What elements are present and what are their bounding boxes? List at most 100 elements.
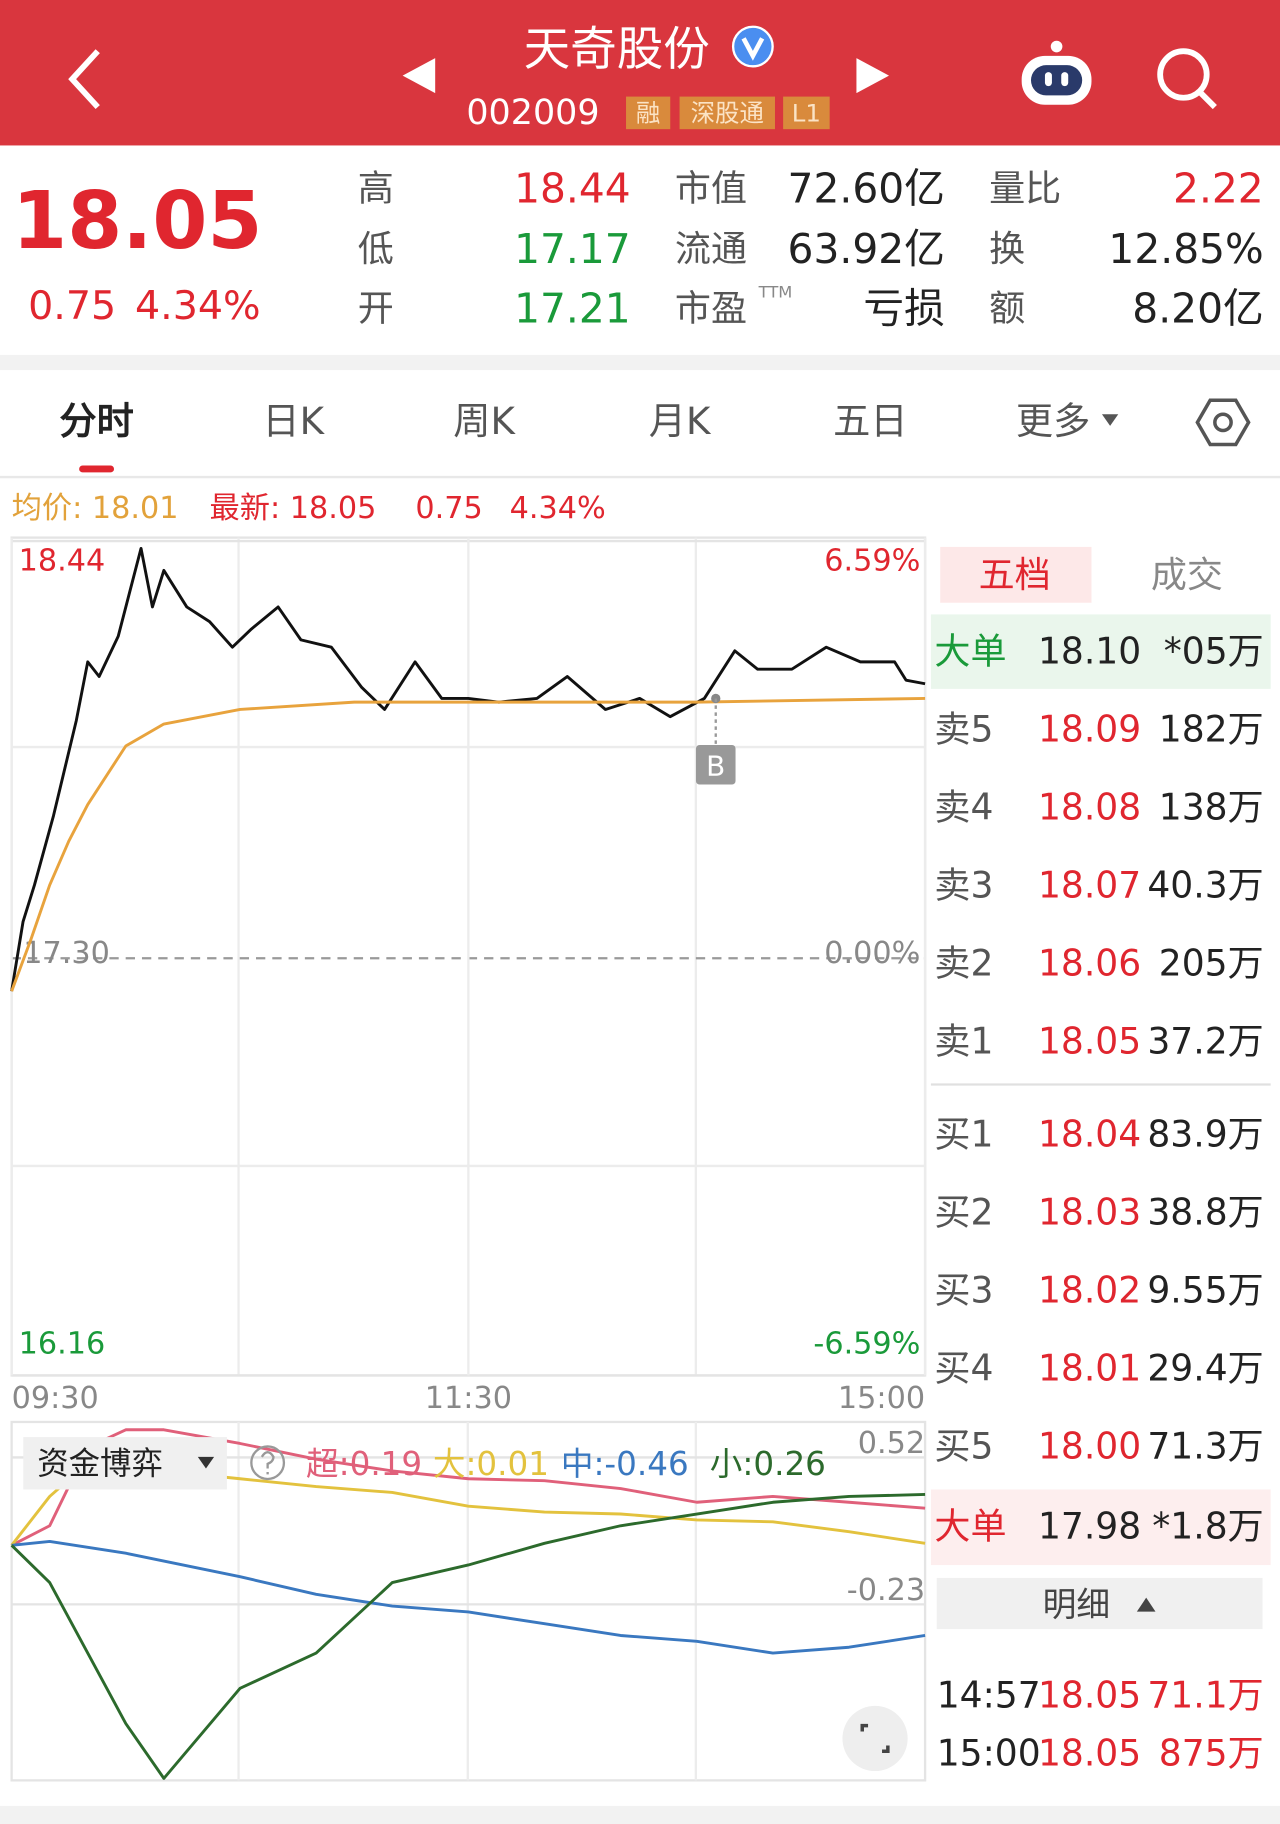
book-volume: 182万 <box>1159 709 1264 751</box>
more-dropdown-arrow <box>1101 414 1119 426</box>
book-price: 18.06 <box>1038 942 1141 984</box>
book-volume: 40.3万 <box>1147 865 1263 907</box>
book-volume: 9.55万 <box>1147 1269 1263 1311</box>
latest-price: 最新: 18.05 <box>209 491 376 526</box>
indicator-selector[interactable] <box>23 1437 227 1490</box>
stat-label: 高 <box>358 168 394 210</box>
annotation-label: B <box>706 749 725 782</box>
y-tick-label: 16.16 <box>19 1327 106 1362</box>
stat-value: 亏损 <box>863 284 944 332</box>
stat-label: 量比 <box>989 168 1061 210</box>
book-price: 18.03 <box>1038 1192 1141 1234</box>
book-volume: 205万 <box>1159 942 1264 984</box>
book-price: 18.10 <box>1038 631 1141 673</box>
footer-band <box>0 1805 1280 1824</box>
period-tab[interactable]: 月K <box>649 399 712 443</box>
series-line <box>10 1493 926 1780</box>
y-tick-label: 17.30 <box>23 936 110 971</box>
big-buy-bg <box>930 1489 1271 1566</box>
book-label: 卖5 <box>934 709 993 751</box>
trade-volume: 71.1万 <box>1147 1674 1263 1716</box>
stat-value: 2.22 <box>1173 165 1264 213</box>
stat-label: 市值 <box>675 168 747 210</box>
help-button[interactable] <box>250 1445 286 1481</box>
detail-button[interactable]: 明细 <box>1043 1585 1110 1624</box>
y2-tick-label: 0.00% <box>824 936 920 971</box>
book-label: 买4 <box>934 1347 993 1389</box>
book-label: 卖2 <box>934 942 993 984</box>
back-button[interactable] <box>68 49 100 110</box>
period-tabs: 分时 日K 周K 月K 五日 更多 <box>59 399 1090 443</box>
price-chart: 18.44 17.30 16.16 6.59% 0.00% -6.59% 09:30 11:3… <box>10 537 927 1416</box>
period-tab[interactable]: 分时 <box>59 399 133 443</box>
book-label: 卖3 <box>934 865 993 907</box>
search-icon[interactable] <box>1157 48 1217 110</box>
legend-entry: 超:0.19 <box>306 1445 422 1483</box>
trade-price: 18.05 <box>1038 1733 1141 1775</box>
book-price: 18.05 <box>1038 1020 1141 1062</box>
legend-entry: 中:-0.46 <box>561 1445 689 1483</box>
y2-tick-label: -6.59% <box>813 1327 920 1362</box>
tag: L1 <box>792 98 821 127</box>
book-label: 买1 <box>934 1114 993 1156</box>
detail-button-bg[interactable] <box>936 1577 1263 1630</box>
y-tick-label: 18.44 <box>19 543 106 578</box>
stat-label: 开 <box>358 287 394 329</box>
book-label: 买2 <box>934 1192 993 1234</box>
last-price: 18.05 <box>12 175 262 267</box>
stat-label: 流通 <box>675 228 747 270</box>
robot-icon[interactable] <box>1021 40 1092 105</box>
price-change: 0.75 <box>28 283 116 329</box>
x-tick-label: 09:30 <box>12 1381 99 1416</box>
stat-value: 17.17 <box>514 225 631 273</box>
expand-button[interactable] <box>842 1705 908 1772</box>
period-tab[interactable]: 周K <box>453 399 516 443</box>
book-price: 18.08 <box>1038 787 1141 829</box>
indicator-name: 资金博弈 <box>37 1446 163 1482</box>
book-tab[interactable]: 五档 <box>979 554 1051 596</box>
book-volume: 83.9万 <box>1147 1114 1263 1156</box>
settings-button[interactable] <box>1195 398 1251 447</box>
legend-entry: 小:0.26 <box>710 1445 826 1483</box>
stat-label: 市盈 <box>675 287 747 329</box>
book-volume: 29.4万 <box>1147 1347 1263 1389</box>
price-change-pct: 4.34% <box>135 283 261 329</box>
book-price: 18.04 <box>1038 1114 1141 1156</box>
period-tab[interactable]: 日K <box>262 399 325 443</box>
book-volume: 37.2万 <box>1147 1020 1263 1062</box>
verified-badge <box>731 25 774 68</box>
y-tick-label: -0.23 <box>847 1573 925 1608</box>
prev-stock[interactable] <box>402 58 436 94</box>
book-price: 18.00 <box>1038 1425 1141 1467</box>
tab-active-bg <box>940 546 1092 603</box>
flow-grid <box>237 1421 698 1781</box>
separator <box>0 354 1280 371</box>
book-volume: *05万 <box>1164 631 1264 673</box>
book-price: 18.07 <box>1038 865 1141 907</box>
trade-time: 14:57 <box>937 1674 1041 1716</box>
tag-box <box>679 96 775 130</box>
trade-time: 15:00 <box>937 1733 1041 1775</box>
book-label: 买5 <box>934 1425 993 1467</box>
stat-value: 63.92亿 <box>788 225 945 273</box>
latest-change-pct: 4.34% <box>510 491 606 526</box>
book-price: 17.98 <box>1038 1506 1141 1548</box>
period-tab[interactable]: 更多 <box>1016 399 1090 443</box>
period-tab[interactable]: 五日 <box>833 399 907 443</box>
next-stock[interactable] <box>856 58 890 94</box>
book-label: 卖4 <box>934 787 993 829</box>
x-tick-label: 11:30 <box>425 1381 512 1416</box>
tag: 融 <box>636 98 660 127</box>
stat-label: 换 <box>989 228 1025 270</box>
book-label: 大单 <box>934 1506 1006 1548</box>
stat-value: 8.20亿 <box>1132 284 1263 332</box>
book-tab[interactable]: 成交 <box>1151 554 1223 596</box>
book-volume: 71.3万 <box>1147 1425 1263 1467</box>
stock-title: 天奇股份 <box>524 22 710 76</box>
book-label: 卖1 <box>934 1020 993 1062</box>
x-tick-label: 15:00 <box>838 1381 925 1416</box>
book-price: 18.02 <box>1038 1269 1141 1311</box>
